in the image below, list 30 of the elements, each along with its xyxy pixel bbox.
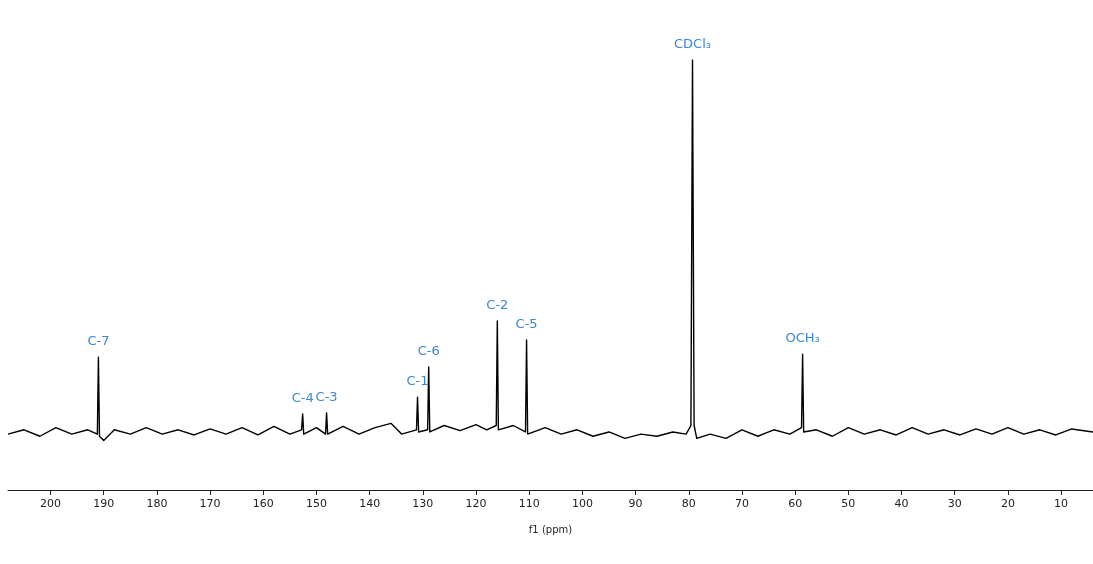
x-tick-label: 10 (1054, 497, 1069, 510)
x-tick-label: 160 (252, 497, 274, 510)
annotation: C-2 (486, 297, 509, 313)
x-tick-label: 40 (894, 497, 909, 510)
annotation: OCH₃ (785, 330, 820, 346)
x-tick-label: 180 (146, 497, 168, 510)
x-tick-label: 50 (841, 497, 856, 510)
x-tick-label: 120 (465, 497, 487, 510)
x-tick-label: 60 (788, 497, 803, 510)
x-tick-label: 130 (412, 497, 434, 510)
x-tick-label: 30 (947, 497, 962, 510)
x-tick-label: 190 (93, 497, 115, 510)
x-tick-label: 110 (518, 497, 540, 510)
x-tick-label: 200 (40, 497, 62, 510)
x-tick-label: 150 (305, 497, 327, 510)
x-tick-label: 140 (359, 497, 381, 510)
x-tick-label: 100 (571, 497, 593, 510)
annotation: CDCl₃ (674, 36, 712, 51)
annotation: C-6 (417, 343, 440, 359)
annotation: C-4 (291, 389, 314, 405)
annotation: C-1 (406, 373, 429, 389)
x-tick-label: 20 (1000, 497, 1015, 510)
x-tick-label: 80 (681, 497, 696, 510)
annotation: C-7 (87, 333, 110, 349)
x-tick-label: 170 (199, 497, 221, 510)
annotation: C-3 (315, 389, 338, 405)
annotation: C-5 (515, 315, 538, 331)
x-axis-title: f1 (ppm) (528, 523, 573, 535)
x-tick-label: 70 (734, 497, 749, 510)
x-tick-label: 90 (628, 497, 643, 510)
